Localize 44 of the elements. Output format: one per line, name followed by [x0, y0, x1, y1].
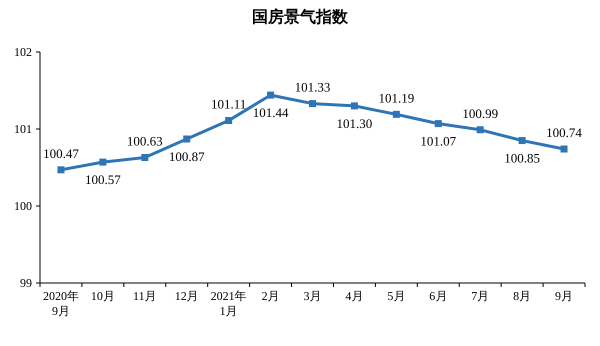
data-label: 101.30 [336, 116, 372, 131]
data-label: 100.74 [546, 125, 582, 140]
point [225, 117, 232, 124]
point [434, 120, 442, 128]
point [267, 92, 274, 99]
x-tick-label: 2021年 1月 [210, 289, 247, 318]
data-label: 101.44 [252, 105, 289, 120]
data-label: 101.19 [378, 90, 414, 106]
point [57, 166, 64, 174]
data-label: 101.07 [420, 134, 457, 149]
y-tick-label: 101 [14, 122, 32, 136]
x-tick-label: 12月 [174, 289, 199, 303]
point [141, 154, 148, 161]
data-label: 101.33 [294, 80, 330, 95]
point [392, 110, 400, 118]
x-tick-label: 8月 [513, 289, 532, 303]
point [560, 146, 568, 153]
point [309, 100, 316, 108]
x-tick-label: 6月 [429, 289, 448, 303]
chart-title: 国房景气指数 [252, 7, 349, 26]
point [476, 126, 484, 134]
x-tick-label: 3月 [304, 289, 322, 303]
y-tick-label: 102 [14, 45, 32, 59]
x-tick-label: 2020年 9月 [42, 289, 79, 318]
point [518, 137, 526, 144]
data-label: 100.47 [43, 146, 80, 161]
data-label: 100.87 [168, 149, 206, 164]
point [99, 158, 106, 166]
data-label: 100.63 [126, 133, 163, 148]
data-label: 101.11 [211, 96, 246, 112]
x-tick-label: 10月 [90, 289, 115, 303]
point [350, 102, 358, 110]
y-tick-label: 99 [20, 276, 32, 290]
x-tick-label: 2月 [262, 289, 280, 303]
data-label: 100.85 [504, 150, 540, 166]
data-label: 100.57 [85, 172, 122, 188]
x-tick-label: 11月 [133, 289, 157, 303]
x-tick-label: 4月 [345, 289, 364, 303]
y-tick-label: 100 [14, 199, 32, 213]
point [183, 136, 190, 143]
x-tick-label: 5月 [387, 289, 406, 303]
data-label: 100.99 [462, 106, 498, 121]
x-tick-label: 9月 [555, 289, 574, 303]
x-tick-label: 7月 [471, 289, 490, 303]
